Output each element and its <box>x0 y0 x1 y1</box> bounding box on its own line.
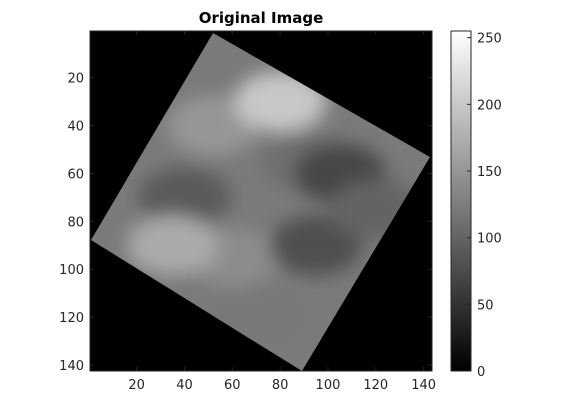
colorbar-axis: 0 50 100 150 200 250 <box>467 32 502 380</box>
x-tick-label: 120 <box>363 378 388 393</box>
x-tick-label: 100 <box>316 378 341 393</box>
x-axis: 20 40 60 80 100 120 140 <box>128 31 436 393</box>
y-tick-label: 60 <box>67 167 84 182</box>
chart-title: Original Image <box>199 9 324 27</box>
y-tick-label: 140 <box>59 359 84 374</box>
image-region <box>138 167 231 228</box>
colorbar <box>451 31 471 371</box>
colorbar-tick-label: 100 <box>477 232 502 247</box>
y-tick-label: 100 <box>59 263 84 278</box>
y-tick-label: 40 <box>67 120 84 135</box>
image-region <box>126 215 219 276</box>
x-tick-label: 40 <box>176 378 193 393</box>
x-tick-label: 20 <box>128 378 145 393</box>
x-tick-label: 140 <box>411 378 436 393</box>
image-region <box>270 215 363 276</box>
y-axis: 20 40 60 80 100 120 140 <box>59 72 432 374</box>
colorbar-frame <box>450 30 472 372</box>
y-tick-label: 20 <box>67 72 84 87</box>
y-tick-label: 120 <box>59 311 84 326</box>
colorbar-tick-label: 250 <box>477 32 502 47</box>
colorbar-tick-label: 150 <box>477 165 502 180</box>
colorbar-tick-label: 200 <box>477 98 502 113</box>
image-region <box>167 95 260 156</box>
x-tick-label: 80 <box>272 378 289 393</box>
y-tick-label: 80 <box>67 215 84 230</box>
image-region <box>234 71 327 132</box>
plot-frame <box>89 30 433 372</box>
colorbar-tick-label: 50 <box>477 298 494 313</box>
image-texture <box>126 71 422 348</box>
x-tick-label: 60 <box>224 378 241 393</box>
colorbar-tick-label: 0 <box>477 365 485 380</box>
image-content <box>91 33 430 371</box>
